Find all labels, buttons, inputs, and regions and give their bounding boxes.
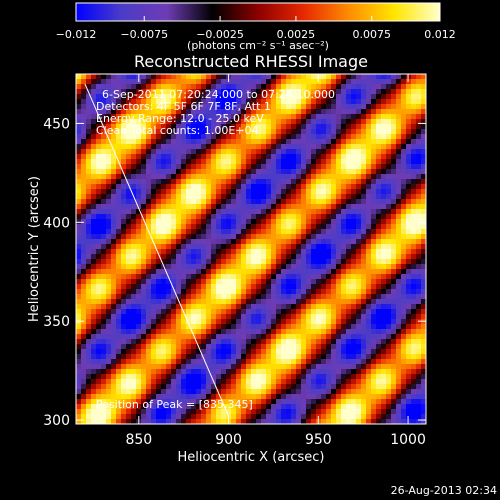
limb-line [84, 83, 230, 417]
footer-date: 26-Aug-2013 02:34 [391, 484, 497, 497]
annotation-block: 6-Sep-2011 07:20:24.000 to 07:24:10.000D… [96, 88, 335, 137]
colorbar-ticks: −0.012 −0.0075 −0.0025 0.0025 0.0075 0.012 [56, 16, 456, 41]
x-axis-ticks: 850 900 950 1000 [125, 74, 426, 448]
peak-label: Position of Peak = [835,345] [96, 398, 253, 411]
chart-title: Reconstructed RHESSI Image [134, 52, 368, 71]
y-tick-label: 350 [43, 314, 70, 330]
colorbar-tick-label: −0.0025 [196, 28, 244, 41]
colorbar-tick-label: −0.0075 [120, 28, 168, 41]
plot-frame [75, 73, 427, 425]
y-tick-label: 450 [43, 116, 70, 132]
y-tick-label: 300 [43, 413, 70, 429]
colorbar [75, 2, 441, 22]
annotation-line: Energy Range: 12.0 - 25.0 keV [96, 112, 264, 125]
x-tick-label: 950 [305, 432, 332, 448]
annotation-line: Detectors: 4F 5F 6F 7F 8F, Att 1 [96, 100, 271, 113]
y-tick-label: 400 [43, 215, 70, 231]
x-tick-label: 900 [215, 432, 242, 448]
colorbar-tick-label: 0.0075 [353, 28, 392, 41]
annotation-line: 6-Sep-2011 07:20:24.000 to 07:24:10.000 [102, 88, 335, 101]
heatmap-image [76, 74, 426, 424]
x-axis-label: Heliocentric X (arcsec) [178, 450, 325, 465]
colorbar-tick-label: 0.012 [424, 28, 456, 41]
annotation-line: Clean Total counts: 1.00E+04 [96, 124, 259, 137]
y-axis-ticks: 300 350 400 450 [43, 116, 426, 429]
colorbar-tick-label: −0.012 [56, 28, 97, 41]
colorbar-tick-label: 0.0025 [277, 28, 316, 41]
y-axis-label: Heliocentric Y (arcsec) [27, 176, 42, 322]
colorbar-unit-label: (photons cm⁻² s⁻¹ asec⁻²) [187, 39, 329, 52]
x-tick-label: 850 [125, 432, 152, 448]
x-tick-label: 1000 [390, 432, 426, 448]
